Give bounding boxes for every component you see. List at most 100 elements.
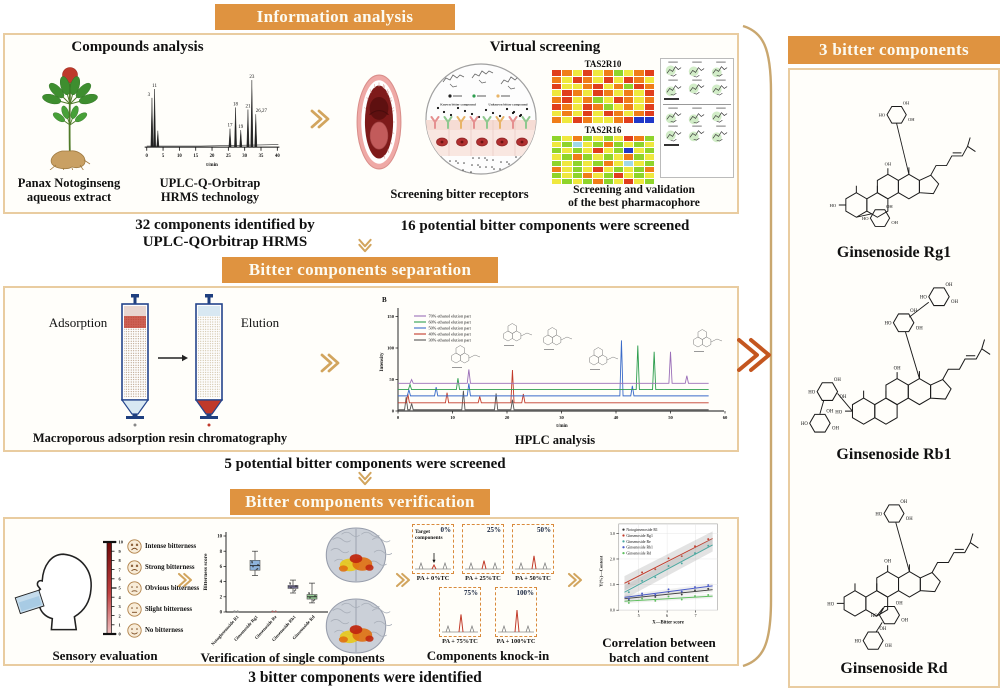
result-3-components: 3 bitter components were identified [248,669,482,686]
plant-caption-line1: Panax Notoginseng [17,176,121,190]
heatmap-cell [603,178,613,184]
bitter-components-panel [788,68,1000,688]
svg-text:X—Bitter score: X—Bitter score [652,620,684,625]
svg-text:18: 18 [233,102,238,107]
heatmap-cell [603,110,613,117]
heatmap-cell [572,178,582,184]
svg-text:0: 0 [397,415,400,420]
heatmap-cell [572,110,582,117]
heatmap-cell [644,148,654,154]
svg-text:Unknown bitter compound: Unknown bitter compound [488,103,527,107]
svg-text:HO: HO [920,296,927,301]
heatmap-cell [562,97,572,103]
svg-text:OH: OH [886,204,893,209]
receptor-caption: Screening bitter receptors [390,187,529,201]
svg-text:2.0: 2.0 [610,556,615,561]
heatmap-cell [582,97,593,103]
knockin-caption-label: PA + 100%TC [496,638,536,645]
pharmacophore-group [663,107,731,150]
virtual-screening-title: Virtual screening [489,39,601,55]
heatmap-cell [552,172,562,178]
heatmap-cell [634,136,644,142]
result-16-components: 16 potential bitter components were scre… [400,218,690,234]
pharmacophore-molecule [688,79,705,95]
heatmap-cell [593,154,603,160]
heatmap-cell [582,160,593,166]
svg-text:3.0: 3.0 [610,531,615,536]
arrow-right-icon [318,350,342,376]
heatmap-cell [603,166,613,172]
heatmap-cell [613,70,624,76]
heatmap-cell [603,148,613,154]
heatmap-cell [593,142,603,148]
open-mouth-illustration [356,74,402,170]
heatmap-cell [603,117,613,123]
heatmap-cell [613,160,624,166]
collect-bracket [737,24,773,668]
heatmap-cell [582,178,593,184]
svg-text:6: 6 [220,565,223,570]
heatmap-cell [572,172,582,178]
pharmacophore-molecule [688,61,705,78]
heatmap-cell [644,136,654,142]
knockin-chromatogram-box: 0% Target components [412,524,454,574]
heatmap-cell [562,142,572,148]
heatmap-cell [624,148,634,154]
heatmap-cell [634,70,644,76]
result-32-components: 32 components identified by UPLC-QOrbitr… [75,217,375,251]
heatmap-cell [552,97,562,103]
heatmap-cell [624,154,634,160]
chevron-glyph [320,353,340,373]
heatmap-cell [624,136,634,142]
heatmap-cell [572,76,582,83]
svg-text:HO: HO [875,512,882,517]
heatmap-cell [572,148,582,154]
knockin-panel: 0% Target components PA + 0%TC [412,524,454,582]
svg-text:0: 0 [392,409,395,414]
svg-text:23: 23 [249,75,254,80]
correlation-caption-line2: batch and content [609,649,709,665]
heatmap-cell [603,136,613,142]
plant-caption: Panax Notoginseng aqueous extract [5,176,133,204]
svg-text:Y(%)—Content: Y(%)—Content [599,555,604,587]
section-header-information-analysis: Information analysis [215,4,455,30]
bitterness-face-legend: Intense bitterness Strong bitterness Obvio… [127,536,215,642]
heatmap-cell [562,172,572,178]
heatmap-cell [562,103,572,110]
heatmap-cell [603,97,613,103]
arrow-right-icon [308,106,332,132]
heatmap-cell [624,178,634,184]
heatmap-cell [593,148,603,154]
heatmap-cell [593,90,603,96]
ginsenoside-rg1-structure: HO OH HO OH OH HO OH OH [830,101,976,227]
heatmap-cell [582,142,593,148]
heatmap-cell [582,117,593,123]
knockin-percent: 50% [537,526,551,534]
svg-text:35: 35 [259,154,264,159]
heatmap-cell [562,160,572,166]
knockin-panel: 25% PA + 25%TC [462,524,504,582]
svg-text:8: 8 [119,558,122,563]
svg-text:OH: OH [891,220,898,225]
heatmap-cell [634,90,644,96]
svg-text:20: 20 [505,415,510,420]
svg-text:OH: OH [916,326,923,331]
heatmap-cell [582,148,593,154]
svg-text:HO: HO [827,603,834,608]
plant-caption-line2: aqueous extract [26,190,112,204]
svg-text:0: 0 [220,611,223,616]
result-32-line2: UPLC-QOrbitrap HRMS [142,234,308,250]
heatmap-cell [603,90,613,96]
svg-text:OH: OH [832,427,839,432]
face-icon [127,581,142,596]
pharmacophore-molecule [711,107,728,123]
svg-text:7: 7 [119,567,122,572]
chevron-glyph [358,238,372,253]
heatmap-cell [644,172,654,178]
heatmap-cell [634,97,644,103]
svg-text:OH: OH [826,410,833,415]
pharmacophore-molecule [688,107,705,125]
heatmap-cell [613,117,624,123]
svg-text:Ginsenoside Re: Ginsenoside Re [626,540,651,544]
resin-caption: Macroporous adsorption resin chromatogra… [32,431,288,445]
